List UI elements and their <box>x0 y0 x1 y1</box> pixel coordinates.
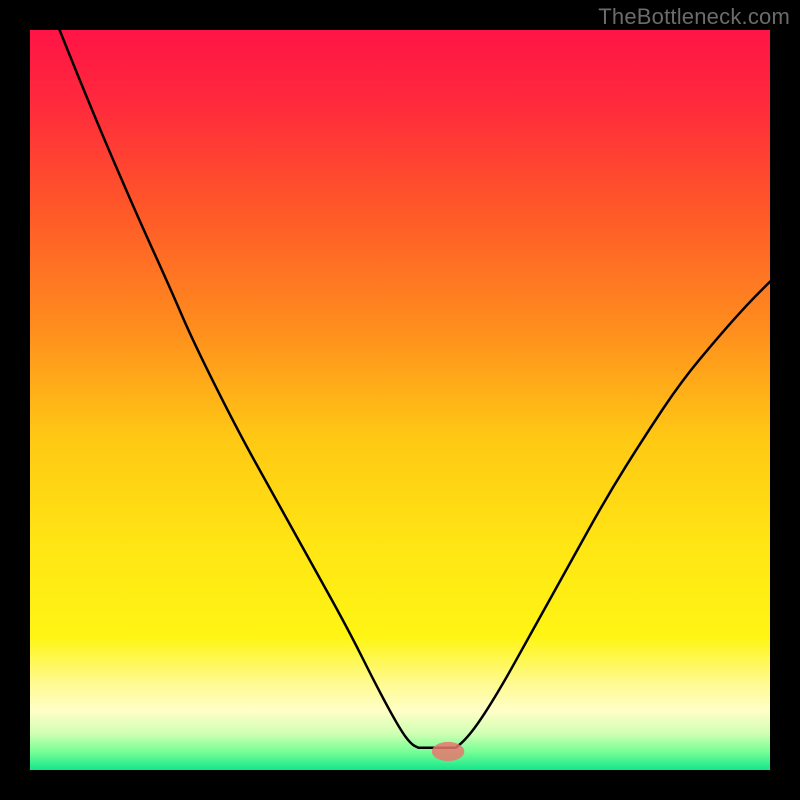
optimum-marker <box>432 742 465 761</box>
bottleneck-curve <box>60 30 770 748</box>
chart-container: TheBottleneck.com <box>0 0 800 800</box>
watermark-text: TheBottleneck.com <box>598 4 790 30</box>
curve-overlay <box>0 0 800 800</box>
